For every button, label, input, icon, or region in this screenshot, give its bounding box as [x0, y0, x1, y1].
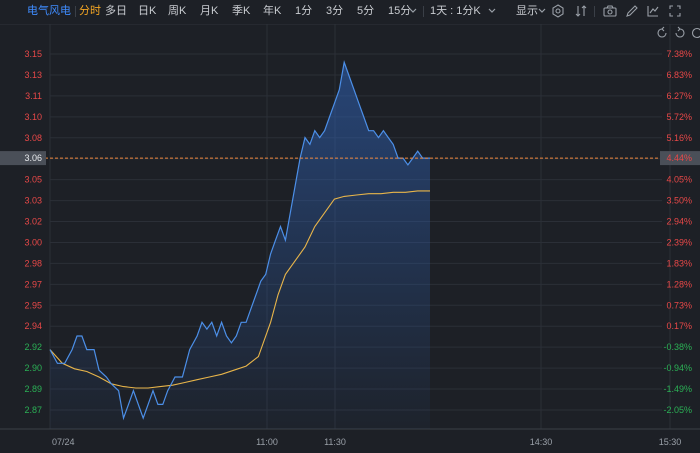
price-tick-label: 2.90 — [24, 363, 42, 373]
tab-period-day-k[interactable]: 日K — [138, 5, 157, 17]
toolbar-divider — [423, 6, 424, 17]
percent-tick-label: 1.28% — [666, 279, 692, 289]
tab-period-multi-day[interactable]: 多日 — [105, 5, 127, 17]
percent-tick-label: 3.50% — [666, 196, 692, 206]
chevron-down-icon[interactable] — [409, 5, 417, 17]
percent-tick-label: -2.05% — [663, 405, 692, 415]
stock-name[interactable]: 电气风电 — [27, 5, 71, 17]
indicator-icon[interactable] — [646, 4, 660, 18]
toolbar-divider — [594, 6, 595, 17]
percent-tick-label: 6.27% — [666, 91, 692, 101]
price-tick-label: 3.00 — [24, 237, 42, 247]
tab-period-year-k[interactable]: 年K — [263, 5, 282, 17]
time-tick-label: 11:00 — [256, 437, 278, 447]
percent-tick-label: 5.16% — [666, 133, 692, 143]
price-tick-label: 2.89 — [24, 384, 42, 394]
price-tick-label: 3.10 — [24, 112, 42, 122]
undo-icon[interactable] — [657, 26, 667, 38]
display-menu[interactable]: 显示 — [516, 5, 538, 17]
price-tick-label: 2.92 — [24, 342, 42, 352]
chevron-down-icon[interactable] — [488, 5, 496, 17]
fullscreen-icon[interactable] — [668, 4, 682, 18]
crosshair-price-label: 3.06 — [24, 153, 42, 163]
average-price-line — [49, 190, 430, 389]
price-tick-label: 3.11 — [25, 91, 42, 101]
price-tick-label: 2.95 — [24, 300, 42, 310]
tab-period-season-k[interactable]: 季K — [232, 5, 251, 17]
percent-tick-label: 1.83% — [666, 258, 692, 268]
percent-tick-label: 2.39% — [666, 237, 692, 247]
percent-tick-label: -0.94% — [663, 363, 692, 373]
tab-period-15min[interactable]: 15分 — [388, 5, 412, 17]
percent-tick-label: -0.38% — [663, 342, 692, 352]
draw-icon[interactable] — [625, 4, 639, 18]
price-tick-label: 3.05 — [24, 175, 42, 185]
left-price-axis: 3.153.133.113.103.083.073.053.033.023.00… — [24, 49, 42, 415]
price-tick-label: 3.03 — [24, 196, 42, 206]
settings-icon[interactable] — [551, 4, 565, 18]
percent-tick-label: 7.38% — [666, 49, 692, 59]
time-tick-label: 11:30 — [324, 437, 346, 447]
time-tick-label: 07/24 — [52, 437, 75, 447]
price-tick-label: 3.15 — [24, 49, 42, 59]
crosshair: 3.06 4.44% — [0, 151, 700, 166]
tab-period-3min[interactable]: 3分 — [326, 5, 344, 17]
price-tick-label: 2.97 — [24, 279, 42, 289]
tab-period-1min[interactable]: 1分 — [295, 5, 313, 17]
percent-tick-label: 0.17% — [666, 321, 692, 331]
percent-tick-label: 4.05% — [666, 175, 692, 185]
camera-icon[interactable] — [603, 4, 617, 18]
zoom-icon[interactable] — [691, 27, 700, 39]
price-tick-label: 2.94 — [24, 321, 42, 331]
right-percent-axis: 7.38%6.83%6.27%5.72%5.16%4.61%4.05%3.50%… — [663, 49, 692, 415]
price-tick-label: 2.87 — [24, 405, 42, 415]
crosshair-pct-box — [660, 151, 700, 166]
crosshair-pct-label: 4.44% — [666, 153, 692, 163]
price-tick-label: 3.13 — [24, 70, 42, 80]
price-tick-label: 3.02 — [24, 217, 42, 227]
price-tick-label: 2.98 — [24, 258, 42, 268]
percent-tick-label: 6.83% — [666, 70, 692, 80]
redo-icon[interactable] — [675, 26, 685, 38]
price-area-fill — [50, 62, 430, 430]
tab-period-fenshi[interactable]: 分时 — [79, 5, 101, 17]
sort-icon[interactable] — [574, 4, 588, 18]
chart-corner-controls — [657, 26, 700, 39]
tab-period-month-k[interactable]: 月K — [200, 5, 219, 17]
percent-tick-label: -1.49% — [663, 384, 692, 394]
percent-tick-label: 0.73% — [666, 300, 692, 310]
tab-period-week-k[interactable]: 周K — [168, 5, 187, 17]
price-tick-label: 3.08 — [24, 133, 42, 143]
time-axis: 07/24 11:00 11:30 14:30 15:30 — [52, 437, 681, 447]
percent-tick-label: 2.94% — [666, 217, 692, 227]
chevron-down-icon[interactable] — [538, 5, 546, 17]
time-tick-label: 15:30 — [659, 437, 682, 447]
price-line — [49, 59, 430, 421]
toolbar-divider — [75, 6, 76, 17]
tab-period-5min[interactable]: 5分 — [357, 5, 375, 17]
intraday-chart[interactable]: 3.153.133.113.103.083.073.053.033.023.00… — [0, 24, 700, 453]
crosshair-price-box — [0, 151, 46, 166]
chart-toolbar: 电气风电 分时 多日 日K 周K 月K 季K 年K 1分 3分 5分 15分 1… — [0, 0, 700, 24]
percent-tick-label: 5.72% — [666, 112, 692, 122]
interval-dropdown[interactable]: 1天 : 1分K — [430, 5, 481, 17]
time-tick-label: 14:30 — [530, 437, 553, 447]
